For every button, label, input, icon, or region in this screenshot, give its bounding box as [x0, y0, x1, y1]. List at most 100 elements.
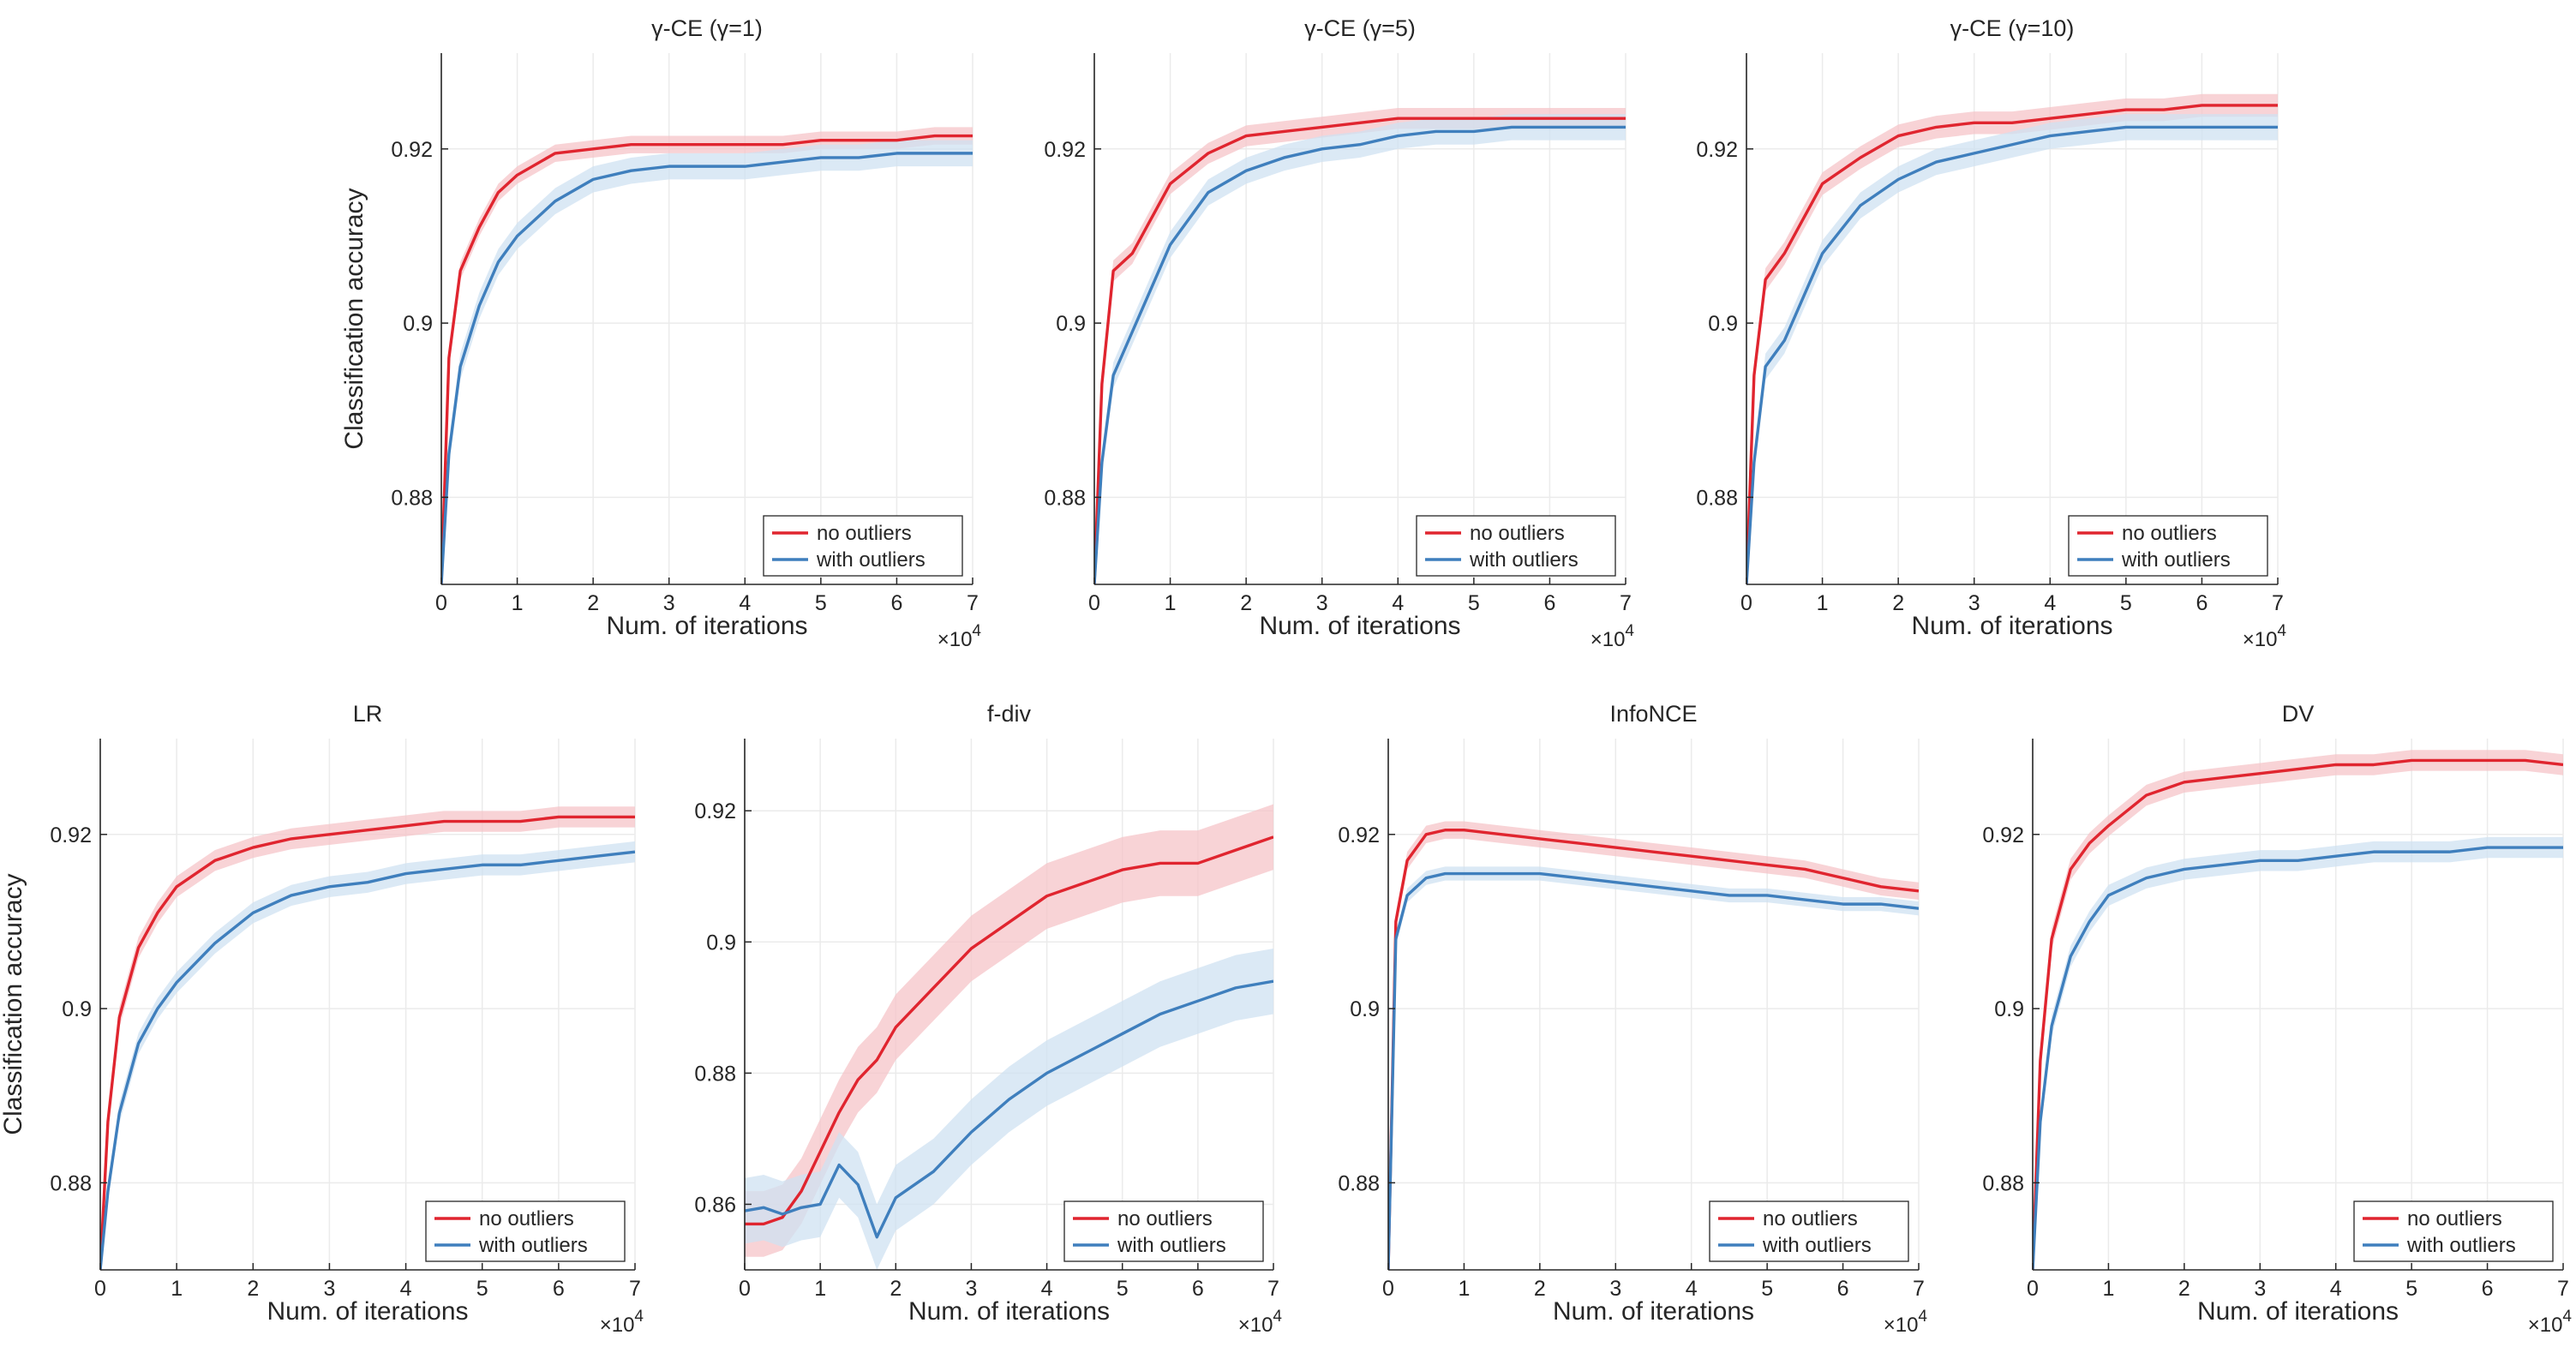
y-tick-label: 0.88: [1044, 486, 1086, 510]
y-tick-label: 0.88: [50, 1171, 92, 1195]
x-tick-label: 2: [247, 1277, 259, 1301]
x-exponent-label: ×104: [2243, 622, 2287, 651]
legend: no outliers with outliers: [1063, 1200, 1264, 1262]
chart-title: InfoNCE: [1609, 701, 1697, 727]
y-tick-label: 0.92: [50, 823, 92, 847]
y-tick-label: 0.92: [1696, 138, 1738, 162]
data-layer: [100, 806, 635, 1270]
x-tick-label: 4: [1041, 1277, 1053, 1301]
x-tick-label: 0: [1382, 1277, 1394, 1301]
x-exponent-label: ×104: [2528, 1308, 2573, 1337]
legend-label-no-outliers: no outliers: [1470, 522, 1565, 545]
x-tick-label: 2: [1892, 591, 1904, 615]
x-axis-label: Num. of iterations: [1553, 1297, 1754, 1326]
x-tick-label: 3: [1316, 591, 1328, 615]
x-tick-label: 5: [815, 591, 827, 615]
y-tick-label: 0.88: [694, 1062, 736, 1086]
y-tick-label: 0.92: [1044, 138, 1086, 162]
x-exponent-label: ×104: [1238, 1308, 1283, 1337]
series-line-with-outliers: [1094, 125, 1626, 584]
series-line-with-outliers: [1746, 125, 2278, 584]
x-tick-label: 5: [1761, 1277, 1773, 1301]
x-tick-label: 7: [1267, 1277, 1279, 1301]
x-tick-label: 2: [1534, 1277, 1546, 1301]
legend-box: [1709, 1200, 1909, 1262]
x-tick-label: 5: [2120, 591, 2132, 615]
legend-label-with-outliers: with outliers: [2406, 1234, 2516, 1257]
series-line-no-outliers: [2033, 758, 2563, 1270]
series-line-with-outliers: [1388, 871, 1919, 1270]
data-layer: [2033, 750, 2563, 1270]
legend-label-no-outliers: no outliers: [817, 522, 912, 545]
y-tick-label: 0.92: [1982, 823, 2024, 847]
x-axis-label: Num. of iterations: [1259, 612, 1460, 640]
x-axis-label: Num. of iterations: [606, 612, 807, 640]
legend-box: [2068, 515, 2268, 577]
x-tick-label: 2: [2178, 1277, 2190, 1301]
series-line-with-outliers: [441, 152, 973, 584]
x-tick-label: 1: [814, 1277, 826, 1301]
legend: no outliers with outliers: [425, 1200, 626, 1262]
x-tick-label: 0: [1740, 591, 1752, 615]
x-tick-label: 3: [1609, 1277, 1621, 1301]
legend: no outliers with outliers: [1416, 515, 1616, 577]
legend-box: [763, 515, 963, 577]
chart-panel-7: 0 1 2 3 4 5 6 7 0.88 0.9 0.92 DV Num. of iterations ×…: [1982, 701, 2572, 1337]
legend-box: [1063, 1200, 1264, 1262]
x-exponent-label: ×104: [600, 1308, 644, 1337]
legend-label-no-outliers: no outliers: [1763, 1207, 1858, 1230]
x-axis-label: Num. of iterations: [267, 1297, 468, 1326]
chart-title: f-div: [987, 701, 1032, 727]
y-tick-label: 0.9: [1708, 312, 1738, 336]
chart-panel-6: 0 1 2 3 4 5 6 7 0.88 0.9 0.92 InfoNCE Num. of iterat…: [1338, 701, 1927, 1337]
chart-title: γ-CE (γ=1): [651, 15, 763, 41]
y-tick-label: 0.9: [62, 997, 92, 1021]
y-tick-label: 0.9: [403, 312, 433, 336]
confidence-band-with-outliers: [745, 948, 1273, 1270]
x-tick-label: 1: [1817, 591, 1829, 615]
series-line-no-outliers: [1388, 829, 1919, 1270]
legend-label-with-outliers: with outliers: [1762, 1234, 1872, 1257]
x-tick-label: 5: [2405, 1277, 2417, 1301]
x-tick-label: 1: [512, 591, 524, 615]
x-tick-label: 6: [890, 591, 902, 615]
legend: no outliers with outliers: [2068, 515, 2268, 577]
data-layer: [1388, 821, 1919, 1270]
x-tick-label: 0: [94, 1277, 106, 1301]
series-line-no-outliers: [1094, 117, 1626, 584]
x-exponent-label: ×104: [1591, 622, 1635, 651]
x-tick-label: 4: [1392, 591, 1404, 615]
x-tick-label: 0: [1088, 591, 1100, 615]
x-tick-label: 6: [1543, 591, 1555, 615]
confidence-band-no-outliers: [2033, 750, 2563, 1270]
y-tick-label: 0.9: [1350, 997, 1380, 1021]
chart-title: LR: [353, 701, 383, 727]
x-tick-label: 0: [435, 591, 447, 615]
y-tick-label: 0.88: [1982, 1171, 2024, 1195]
x-axis-label: Num. of iterations: [1911, 612, 2112, 640]
y-axis-label: Classification accuracy: [340, 188, 368, 449]
chart-panel-1: 0 1 2 3 4 5 6 7 0.88 0.9 0.92 γ-CE (γ=1) Num. of ite…: [340, 15, 981, 651]
x-tick-label: 1: [2102, 1277, 2114, 1301]
x-tick-label: 3: [2254, 1277, 2266, 1301]
confidence-band-with-outliers: [1388, 866, 1919, 1270]
x-exponent-label: ×104: [1884, 1308, 1928, 1337]
legend-label-no-outliers: no outliers: [1117, 1207, 1213, 1230]
x-tick-label: 4: [2330, 1277, 2342, 1301]
y-tick-label: 0.92: [1338, 823, 1380, 847]
chart-panel-4: 0 1 2 3 4 5 6 7 0.88 0.9 0.92 LR Num. of iterations ×…: [0, 701, 644, 1337]
y-gridlines: [441, 148, 973, 499]
chart-panel-2: 0 1 2 3 4 5 6 7 0.88 0.9 0.92 γ-CE (γ=5) Num. of ite…: [1044, 15, 1634, 651]
y-tick-label: 0.88: [1338, 1171, 1380, 1195]
legend-box: [1416, 515, 1616, 577]
legend: no outliers with outliers: [2353, 1200, 2554, 1262]
x-tick-label: 3: [323, 1277, 335, 1301]
y-tick-label: 0.88: [391, 486, 433, 510]
x-tick-label: 6: [1192, 1277, 1204, 1301]
data-layer: [1094, 108, 1626, 584]
x-tick-label: 7: [2272, 591, 2284, 615]
series-line-with-outliers: [745, 979, 1273, 1239]
x-tick-label: 2: [587, 591, 599, 615]
x-tick-label: 6: [2196, 591, 2208, 615]
y-tick-label: 0.92: [694, 799, 736, 823]
